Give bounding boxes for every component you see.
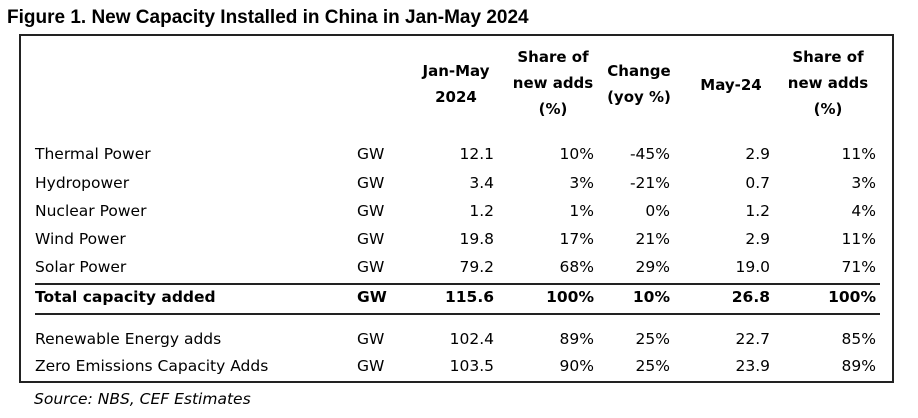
row-may-share-value: 11%: [841, 145, 876, 163]
header-may-line1: May-24: [700, 76, 762, 94]
row-may-share-value: 3%: [851, 174, 876, 192]
row-may-share-value: 11%: [841, 230, 876, 248]
row-change-value: -21%: [629, 174, 670, 192]
row-unit: GW: [357, 230, 385, 248]
row-share-value: 68%: [559, 258, 594, 276]
row-jan-may-value: 79.2: [459, 258, 494, 276]
table-row: Thermal Power GW 12.1 10% -45% 2.9 11%: [21, 141, 892, 168]
row-label: Thermal Power: [35, 145, 151, 163]
header-share-line1: Share of: [517, 48, 589, 66]
row-label: Renewable Energy adds: [35, 330, 222, 348]
row-jan-may-value: 102.4: [449, 330, 494, 348]
row-may-value: 23.9: [735, 357, 770, 375]
header-change-yoy: Change (yoy %): [599, 58, 679, 110]
total-row: Total capacity added GW 115.6 100% 10% 2…: [21, 284, 892, 311]
total-top-divider: [35, 283, 880, 285]
source-note: Source: NBS, CEF Estimates: [34, 390, 251, 408]
row-jan-may-value: 3.4: [469, 174, 494, 192]
header-may-24: May-24: [691, 72, 771, 98]
capacity-table: Jan-May 2024 Share of new adds (%) Chang…: [19, 34, 894, 383]
header-jan-may-line1: Jan-May: [422, 62, 490, 80]
total-may-value: 26.8: [731, 288, 770, 306]
row-may-share-value: 89%: [841, 357, 876, 375]
total-unit: GW: [357, 288, 387, 306]
row-share-value: 17%: [559, 230, 594, 248]
row-jan-may-value: 103.5: [449, 357, 494, 375]
header-change-line1: Change: [607, 62, 671, 80]
row-may-value: 22.7: [735, 330, 770, 348]
header-share-new-adds: Share of new adds (%): [508, 44, 598, 122]
header-share2-line2: new adds: [787, 74, 869, 92]
total-share-value: 100%: [546, 288, 594, 306]
header-share-line2: new adds: [512, 74, 594, 92]
table-row: Solar Power GW 79.2 68% 29% 19.0 71%: [21, 254, 892, 281]
header-jan-may-line2: 2024: [435, 88, 477, 106]
row-change-value: 25%: [635, 357, 670, 375]
total-change-value: 10%: [632, 288, 670, 306]
total-may-share-value: 100%: [828, 288, 876, 306]
table-row: Zero Emissions Capacity Adds GW 103.5 90…: [21, 353, 892, 380]
row-change-value: 29%: [635, 258, 670, 276]
row-may-value: 1.2: [745, 202, 770, 220]
row-may-value: 19.0: [735, 258, 770, 276]
table-row: Wind Power GW 19.8 17% 21% 2.9 11%: [21, 226, 892, 253]
row-may-share-value: 4%: [851, 202, 876, 220]
header-share-line3: (%): [538, 100, 568, 118]
table-row: Hydropower GW 3.4 3% -21% 0.7 3%: [21, 170, 892, 197]
row-may-value: 2.9: [745, 230, 770, 248]
row-may-share-value: 85%: [841, 330, 876, 348]
row-share-value: 89%: [559, 330, 594, 348]
header-share2-line1: Share of: [792, 48, 864, 66]
row-may-share-value: 71%: [841, 258, 876, 276]
table-row: Nuclear Power GW 1.2 1% 0% 1.2 4%: [21, 198, 892, 225]
row-change-value: 25%: [635, 330, 670, 348]
total-label: Total capacity added: [35, 288, 216, 306]
row-unit: GW: [357, 202, 385, 220]
row-change-value: -45%: [629, 145, 670, 163]
row-unit: GW: [357, 258, 385, 276]
row-share-value: 10%: [559, 145, 594, 163]
header-jan-may: Jan-May 2024: [416, 58, 496, 110]
row-label: Wind Power: [35, 230, 126, 248]
row-unit: GW: [357, 145, 385, 163]
row-jan-may-value: 19.8: [459, 230, 494, 248]
row-unit: GW: [357, 330, 385, 348]
header-change-line2: (yoy %): [607, 88, 671, 106]
row-jan-may-value: 12.1: [459, 145, 494, 163]
total-bottom-divider: [35, 313, 880, 315]
row-may-value: 0.7: [745, 174, 770, 192]
row-label: Solar Power: [35, 258, 127, 276]
row-unit: GW: [357, 174, 385, 192]
row-jan-may-value: 1.2: [469, 202, 494, 220]
row-label: Zero Emissions Capacity Adds: [35, 357, 269, 375]
header-share2-line3: (%): [813, 100, 843, 118]
row-share-value: 1%: [569, 202, 594, 220]
row-share-value: 90%: [559, 357, 594, 375]
row-share-value: 3%: [569, 174, 594, 192]
figure-title: Figure 1. New Capacity Installed in Chin…: [7, 7, 529, 28]
row-label: Hydropower: [35, 174, 130, 192]
row-may-value: 2.9: [745, 145, 770, 163]
row-label: Nuclear Power: [35, 202, 147, 220]
row-change-value: 0%: [645, 202, 670, 220]
header-share-new-adds-may: Share of new adds (%): [783, 44, 873, 122]
total-jan-may-value: 115.6: [444, 288, 494, 306]
row-unit: GW: [357, 357, 385, 375]
table-row: Renewable Energy adds GW 102.4 89% 25% 2…: [21, 326, 892, 353]
row-change-value: 21%: [635, 230, 670, 248]
